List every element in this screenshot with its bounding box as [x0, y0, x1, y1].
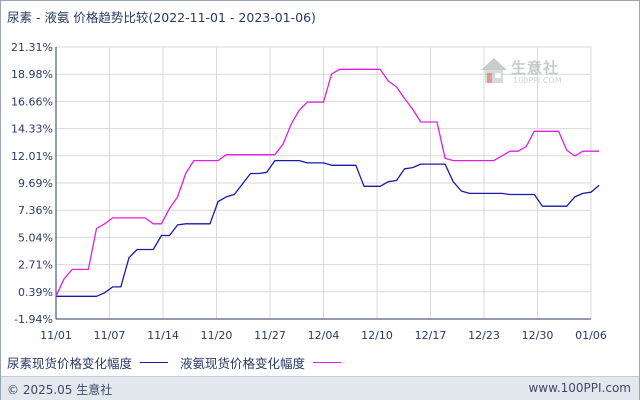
chart-legend: 尿素现货价格变化幅度 液氨现货价格变化幅度 — [7, 353, 353, 372]
x-tick-label: 12/04 — [308, 329, 340, 342]
y-tick-label: 0.39% — [18, 286, 53, 299]
y-tick-label: 2.71% — [18, 259, 53, 272]
x-tick-label: 12/17 — [415, 329, 447, 342]
series-line-ammonia — [55, 68, 600, 297]
x-tick-label: 11/27 — [254, 329, 286, 342]
legend-label-ammonia: 液氨现货价格变化幅度 — [180, 356, 306, 371]
legend-swatch-urea — [140, 362, 169, 363]
series-line-urea — [56, 159, 600, 297]
y-tick-label: 18.98% — [11, 68, 53, 81]
x-tick-label: 12/30 — [522, 329, 554, 342]
watermark-text: 生意社 — [511, 59, 560, 77]
x-tick-label: 12/10 — [361, 329, 393, 342]
house-logo-icon — [481, 58, 507, 83]
watermark-logo: 生意社 100PPI.COM — [479, 55, 575, 91]
watermark-subtext: 100PPI.COM — [513, 76, 562, 85]
y-tick-label: 7.36% — [18, 204, 53, 217]
y-tick-label: 5.04% — [18, 231, 53, 244]
x-tick-label: 11/07 — [94, 329, 126, 342]
y-tick-label: -1.94% — [14, 313, 53, 326]
x-tick-label: 11/20 — [201, 329, 233, 342]
x-tick-label: 12/23 — [468, 329, 500, 342]
footer-bar: © 2025.05 生意社 www.100PPI.com — [1, 376, 639, 400]
chart-title: 尿素 - 液氨 价格趋势比较(2022-11-01 - 2023-01-06) — [7, 10, 316, 25]
y-tick-label: 21.31% — [11, 41, 53, 54]
x-tick-label: 01/06 — [575, 329, 607, 342]
x-tick-label: 11/01 — [40, 329, 72, 342]
y-tick-label: 12.01% — [11, 150, 53, 163]
y-tick-label: 9.69% — [18, 177, 53, 190]
y-tick-label: 16.66% — [11, 95, 53, 108]
legend-label-urea: 尿素现货价格变化幅度 — [7, 356, 133, 371]
legend-swatch-ammonia — [313, 362, 342, 363]
y-tick-label: 14.33% — [11, 123, 53, 136]
x-tick-label: 11/14 — [147, 329, 179, 342]
footer-website: www.100PPI.com — [528, 381, 631, 395]
footer-copyright: © 2025.05 生意社 — [7, 383, 113, 397]
